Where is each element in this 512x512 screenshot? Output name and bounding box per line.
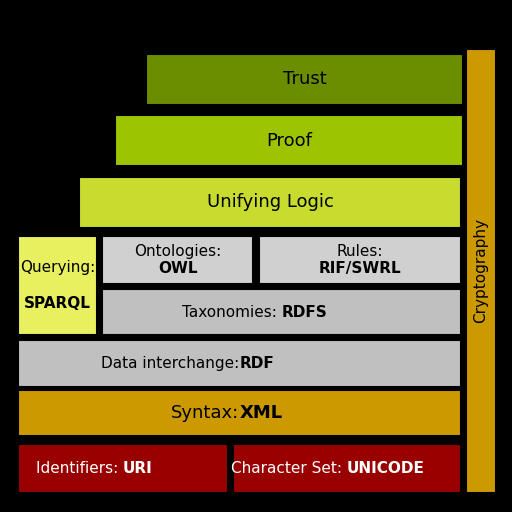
Text: Taxonomies:: Taxonomies: [182, 305, 282, 320]
Bar [79, 177, 461, 228]
Text: Unifying Logic: Unifying Logic [207, 193, 333, 211]
Text: UNICODE: UNICODE [347, 461, 425, 476]
Text: Rules:: Rules: [336, 244, 383, 259]
Bar [466, 49, 496, 493]
Bar [18, 390, 461, 436]
Bar [233, 444, 461, 493]
Text: Syntax:: Syntax: [171, 404, 240, 422]
Text: Ontologies:: Ontologies: [134, 244, 222, 259]
Text: SPARQL: SPARQL [24, 296, 91, 311]
Bar [102, 289, 461, 335]
Text: Data interchange:: Data interchange: [101, 356, 240, 371]
Bar [18, 340, 461, 387]
Bar [18, 444, 228, 493]
Bar [18, 236, 97, 335]
Bar [102, 236, 253, 284]
Text: Proof: Proof [266, 132, 312, 150]
Text: RDF: RDF [240, 356, 274, 371]
Text: OWL: OWL [158, 261, 198, 276]
Text: Trust: Trust [283, 70, 327, 89]
Bar [146, 54, 463, 105]
Text: XML: XML [240, 404, 283, 422]
Bar [259, 236, 461, 284]
Text: RDFS: RDFS [282, 305, 327, 320]
Text: Cryptography: Cryptography [473, 218, 488, 323]
Text: Character Set:: Character Set: [231, 461, 347, 476]
Text: Querying:: Querying: [20, 260, 95, 275]
Text: URI: URI [123, 461, 153, 476]
Bar [115, 115, 463, 166]
Text: RIF/SWRL: RIF/SWRL [318, 261, 401, 276]
Text: Identifiers:: Identifiers: [36, 461, 123, 476]
